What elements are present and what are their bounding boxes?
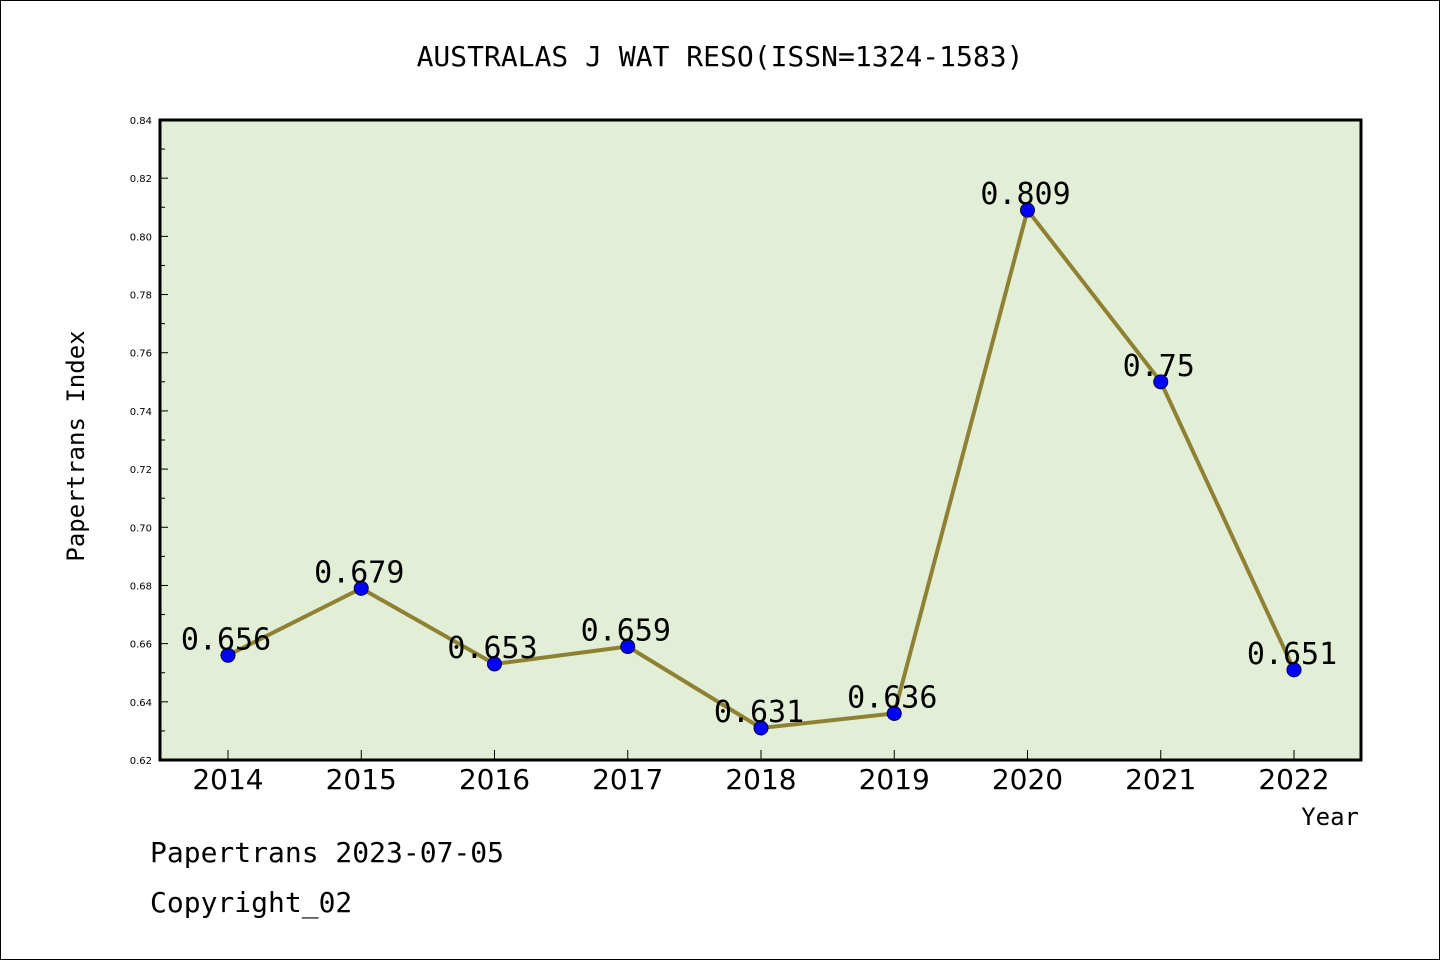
data-point-2014 — [220, 647, 236, 663]
data-point-2016 — [487, 656, 502, 672]
x-axis-title: Year — [1301, 803, 1359, 831]
data-label-2019: 0.636 — [847, 680, 937, 715]
y-tick-label: 0.76 — [130, 349, 152, 360]
x-tick-label-2019: 2019 — [859, 763, 930, 796]
footer-date: Papertrans 2023-07-05 — [150, 836, 505, 869]
data-label-2021: 0.75 — [1123, 349, 1195, 384]
data-point-2015 — [353, 580, 369, 596]
y-tick-label: 0.68 — [130, 581, 152, 592]
footer-copyright: Copyright_02 — [150, 886, 353, 919]
x-tick-label-2020: 2020 — [992, 763, 1063, 796]
data-point-2019 — [886, 705, 902, 721]
data-point-2022 — [1286, 662, 1302, 678]
x-axis: 2014 2015 2016 2017 2018 2019 2020 2021 2022 — [192, 750, 1330, 796]
y-tick-label: 0.64 — [130, 698, 152, 709]
chart-title: AUSTRALAS J WAT RESO(ISSN=1324-1583) — [417, 40, 1024, 73]
data-label-2018: 0.631 — [714, 695, 804, 730]
data-labels-group: 0.656 0.679 0.653 0.659 0.631 0.636 0.809 0.75 0… — [181, 177, 1337, 730]
x-tick-label-2021: 2021 — [1125, 763, 1196, 796]
data-label-2020: 0.809 — [980, 177, 1070, 212]
x-tick-label-2022: 2022 — [1258, 763, 1329, 796]
y-tick-label: 0.84 — [130, 116, 152, 127]
data-label-2022: 0.651 — [1247, 637, 1337, 672]
x-tick-label-2018: 2018 — [725, 763, 796, 796]
plot-area — [158, 118, 1363, 762]
x-tick-label-2016: 2016 — [459, 763, 530, 796]
data-label-2015: 0.679 — [314, 555, 404, 590]
data-label-2016: 0.653 — [447, 631, 537, 666]
y-tick-label: 0.72 — [130, 465, 152, 476]
x-tick-label-2014: 2014 — [192, 763, 263, 796]
data-point-2020 — [1020, 202, 1035, 218]
y-tick-label: 0.66 — [130, 640, 152, 651]
y-axis: 0.62 0.64 0.66 0.68 0.70 0.72 0.74 0.76 0.78 0.80… — [130, 116, 168, 767]
data-point-2018 — [753, 720, 769, 736]
data-label-2017: 0.659 — [581, 614, 671, 649]
y-tick-label: 0.70 — [130, 523, 152, 534]
y-tick-label: 0.74 — [130, 407, 152, 418]
series-line-group — [220, 202, 1302, 736]
data-label-2014: 0.656 — [181, 622, 271, 657]
y-tick-label: 0.82 — [130, 174, 152, 185]
data-point-2017 — [620, 639, 636, 655]
y-tick-label: 0.78 — [130, 291, 152, 302]
x-tick-label-2017: 2017 — [592, 763, 663, 796]
data-point-2021 — [1153, 374, 1169, 390]
y-tick-label: 0.62 — [130, 756, 152, 767]
y-axis-title: Papertrans Index — [62, 330, 90, 561]
x-tick-label-2015: 2015 — [326, 763, 397, 796]
y-tick-label: 0.80 — [130, 232, 152, 243]
